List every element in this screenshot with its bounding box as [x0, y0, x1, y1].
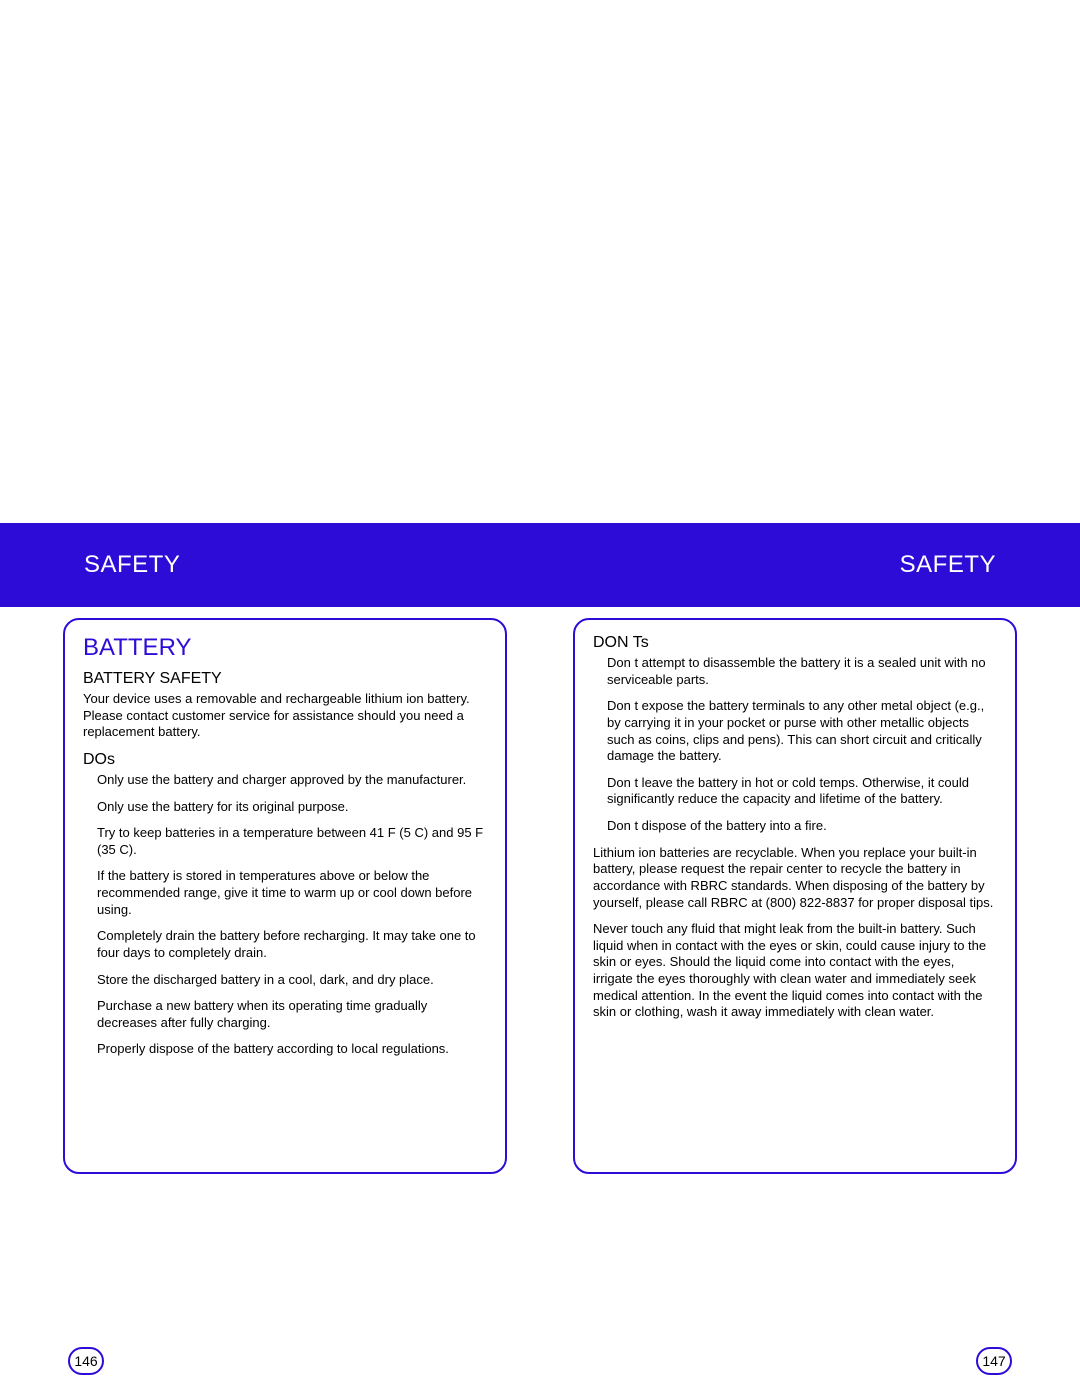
donts-label: DON Ts: [593, 634, 997, 652]
list-item: If the battery is stored in temperatures…: [97, 868, 487, 918]
list-item: Properly dispose of the battery accordin…: [97, 1041, 487, 1058]
right-page: DON Ts Don t attempt to disassemble the …: [573, 618, 1017, 1174]
section-subtitle: BATTERY SAFETY: [83, 670, 487, 688]
page-number-left: 146: [68, 1347, 104, 1375]
list-item: Don t attempt to disassemble the battery…: [607, 655, 997, 688]
list-item: Purchase a new battery when its operatin…: [97, 998, 487, 1031]
left-page: BATTERY BATTERY SAFETY Your device uses …: [63, 618, 507, 1174]
intro-paragraph: Your device uses a removable and recharg…: [83, 691, 487, 741]
header-band: SAFETY SAFETY: [0, 523, 1080, 607]
body-paragraph: Never touch any fluid that might leak fr…: [593, 921, 997, 1021]
list-item: Store the discharged battery in a cool, …: [97, 972, 487, 989]
dos-label: DOs: [83, 751, 487, 769]
pages-container: BATTERY BATTERY SAFETY Your device uses …: [0, 618, 1080, 1174]
section-title: BATTERY: [83, 634, 487, 662]
list-item: Don t dispose of the battery into a fire…: [607, 818, 997, 835]
list-item: Completely drain the battery before rech…: [97, 928, 487, 961]
dos-list: Only use the battery and charger approve…: [83, 772, 487, 1058]
list-item: Don t leave the battery in hot or cold t…: [607, 775, 997, 808]
page-number-value: 146: [74, 1353, 97, 1369]
list-item: Try to keep batteries in a temperature b…: [97, 825, 487, 858]
header-left-label: SAFETY: [84, 551, 180, 579]
list-item: Only use the battery and charger approve…: [97, 772, 487, 789]
header-right-label: SAFETY: [900, 551, 996, 579]
donts-list: Don t attempt to disassemble the battery…: [593, 655, 997, 835]
page-number-value: 147: [982, 1353, 1005, 1369]
list-item: Only use the battery for its original pu…: [97, 799, 487, 816]
list-item: Don t expose the battery terminals to an…: [607, 698, 997, 765]
page-number-right: 147: [976, 1347, 1012, 1375]
body-paragraph: Lithium ion batteries are recyclable. Wh…: [593, 845, 997, 912]
